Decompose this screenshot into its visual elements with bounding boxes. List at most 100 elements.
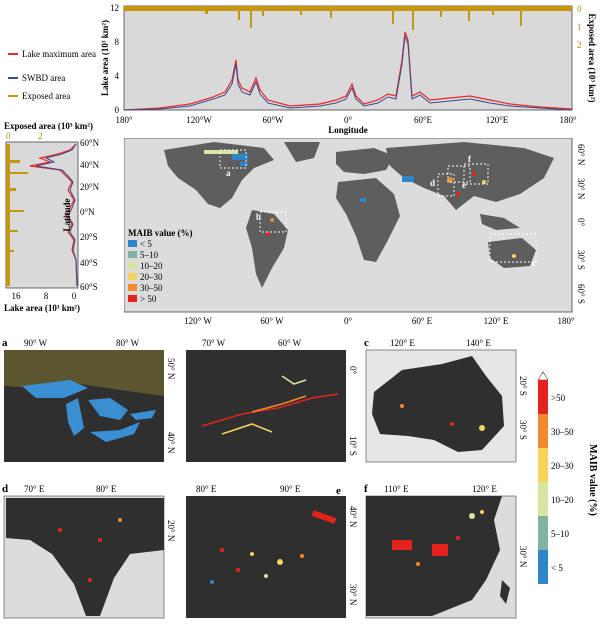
lake-tick: 0 bbox=[72, 291, 77, 301]
panel-letter: d bbox=[2, 483, 8, 495]
exposed-area-series bbox=[124, 6, 572, 30]
panel-letter: e bbox=[336, 485, 341, 497]
great-lakes bbox=[22, 380, 156, 442]
map-y-tick: 30° N bbox=[576, 178, 586, 200]
longitude-profile-chart: 0 4 8 12 Lake area (10³ km²) 0 1 2 Expos… bbox=[8, 3, 597, 135]
map-x-tick: 60° W bbox=[260, 316, 284, 326]
panel-side-tick: 40° N bbox=[166, 432, 176, 454]
panel-letter: a bbox=[2, 337, 8, 349]
lat-tick: 60°S bbox=[80, 282, 98, 292]
region-label: c bbox=[532, 258, 536, 268]
world-maib-map: a b c d e f MAIB value (%) < 5 5–10 10–2… bbox=[124, 138, 586, 326]
region-label: e bbox=[462, 180, 466, 190]
colorbar-label: 30–50 bbox=[551, 427, 574, 437]
exposed-tick: 2 bbox=[38, 131, 43, 141]
map-legend: MAIB value (%) < 5 5–10 10–20 20–30 30–5… bbox=[128, 228, 193, 304]
x-tick: 120°W bbox=[186, 115, 212, 125]
map-legend-label: 5–10 bbox=[140, 250, 159, 260]
y-right-tick: 2 bbox=[577, 40, 582, 50]
panel-top-tick: 110° E bbox=[384, 484, 409, 494]
region-label: b bbox=[256, 212, 261, 222]
region-box-e bbox=[447, 165, 471, 183]
colorbar-segment bbox=[538, 380, 548, 414]
y-right-axis-label: Exposed area (10³ km²) bbox=[587, 14, 597, 103]
map-legend-label: < 5 bbox=[140, 239, 152, 249]
x-tick: 180° bbox=[115, 115, 133, 125]
colorbar-label: 5–10 bbox=[551, 529, 570, 539]
colorbar-segment bbox=[538, 550, 548, 584]
amazon-rivers bbox=[201, 375, 339, 435]
region-label: f bbox=[468, 154, 472, 164]
lat-tick: 60°N bbox=[80, 138, 100, 148]
lake-max-area-line bbox=[123, 31, 573, 111]
y-left-axis-label: Lake area (10³ km²) bbox=[100, 20, 110, 96]
lat-tick: 20°S bbox=[80, 232, 98, 242]
panel-side-tick: 20° N bbox=[166, 520, 176, 542]
region-box-b bbox=[259, 211, 287, 233]
australia-land bbox=[372, 356, 504, 452]
colorbar-title: MAIB value (%) bbox=[587, 444, 598, 516]
region-label: a bbox=[226, 168, 231, 178]
region-label: d bbox=[430, 178, 435, 188]
y-left-tick: 4 bbox=[115, 71, 120, 81]
panel-side-tick: 20° S bbox=[518, 376, 528, 396]
panel-f: f 110° E 120° E 30° N bbox=[364, 483, 528, 619]
x-tick: 60°W bbox=[262, 115, 284, 125]
panel-top-tick: 70° E bbox=[24, 484, 45, 494]
panel-letter: f bbox=[364, 483, 368, 495]
panel-top-tick: 120° E bbox=[472, 484, 497, 494]
side-swbd-line bbox=[35, 143, 78, 287]
map-legend-label: 20–30 bbox=[140, 272, 163, 282]
lat-tick: 40°N bbox=[80, 160, 100, 170]
panel-c: c 120° E 140° E 20° S 30° S bbox=[364, 337, 528, 463]
side-lake-max-line bbox=[29, 143, 78, 287]
latitude-profile-chart: Exposed area (10³ km²) 0 2 60°N 40°N 20°… bbox=[4, 121, 100, 313]
panel-e: 80° E 90° E e 40° N 30° N bbox=[186, 484, 358, 618]
india-land bbox=[6, 498, 164, 616]
australia bbox=[488, 238, 536, 268]
legend-label: SWBD area bbox=[22, 73, 65, 83]
greenland bbox=[284, 142, 320, 162]
colorbar-segment bbox=[538, 414, 548, 448]
panel-side-tick: 30° N bbox=[348, 584, 358, 606]
panel-side-tick: 0° bbox=[348, 366, 358, 375]
lake-axis-label: Lake area (10³ km²) bbox=[4, 303, 80, 313]
map-x-tick: 180° bbox=[557, 316, 575, 326]
panel-top-tick: 60° W bbox=[278, 338, 302, 348]
panel-side-tick: 10° S bbox=[348, 436, 358, 456]
lat-tick: 20°N bbox=[80, 182, 100, 192]
colorbar-segment bbox=[538, 482, 548, 516]
region-box-f bbox=[463, 163, 489, 185]
y-left-tick: 0 bbox=[115, 105, 120, 115]
panel-top-tick: 80° E bbox=[196, 484, 217, 494]
tibet-lakes bbox=[210, 510, 337, 584]
panel-side-tick: 30° S bbox=[518, 420, 528, 440]
lake-tick: 8 bbox=[44, 291, 49, 301]
lat-tick: 40°S bbox=[80, 258, 98, 268]
exposed-axis-label: Exposed area (10³ km²) bbox=[4, 121, 93, 131]
colorbar-segment bbox=[538, 516, 548, 550]
maib-colorbar: >50 30–50 20–30 10–20 5–10 < 5 MAIB valu… bbox=[537, 371, 598, 584]
x-tick: 180° bbox=[559, 115, 577, 125]
region-box-c bbox=[489, 233, 537, 263]
panel-top-tick: 120° E bbox=[390, 338, 415, 348]
yangtze-lakes bbox=[392, 510, 484, 566]
panel-letter: c bbox=[364, 337, 369, 349]
y-left-tick: 8 bbox=[115, 37, 120, 47]
chart-legend: Lake maximum area SWBD area Exposed area bbox=[8, 49, 96, 101]
panel-top-tick: 80° W bbox=[116, 338, 140, 348]
map-legend-label: 30–50 bbox=[140, 283, 163, 293]
x-tick: 0° bbox=[344, 115, 353, 125]
panel-side-tick: 40° N bbox=[348, 506, 358, 528]
panel-d: d 70° E 80° E 20° N bbox=[2, 483, 176, 619]
panel-a: a 90° W 80° W 50° N 40° N bbox=[2, 337, 176, 462]
colorbar-label: < 5 bbox=[551, 563, 563, 573]
y-right-tick: 0 bbox=[577, 4, 582, 14]
map-y-tick: 60° N bbox=[576, 144, 586, 166]
panel-top-tick: 140° E bbox=[466, 338, 491, 348]
swbd-area-line bbox=[123, 35, 573, 111]
map-y-tick: 60° S bbox=[576, 284, 586, 304]
panel-top-tick: 80° E bbox=[96, 484, 117, 494]
exposed-tick: 0 bbox=[6, 131, 11, 141]
map-legend-label: > 50 bbox=[140, 294, 157, 304]
